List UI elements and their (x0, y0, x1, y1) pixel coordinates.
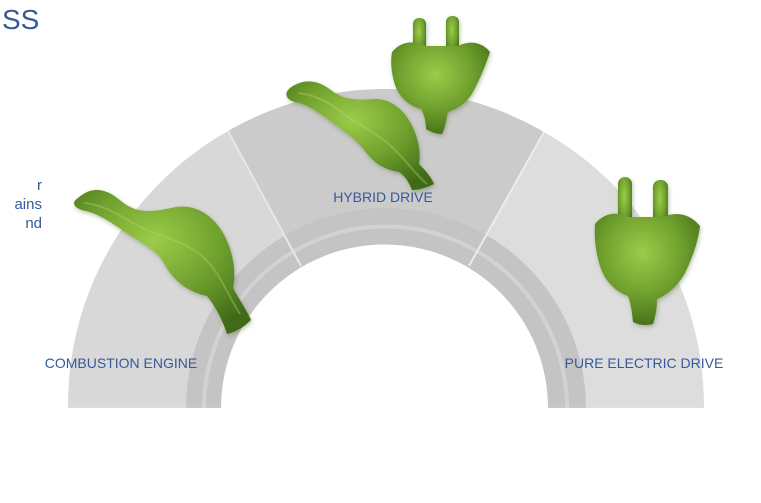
arc-divider-right (468, 131, 545, 267)
diagram-fade (0, 400, 761, 503)
intro-line-2: ains (14, 196, 42, 213)
hybrid-nozzle-foliage-icon (286, 81, 434, 190)
arc-segment-hybrid (228, 89, 544, 266)
page-heading-fragment: SS (2, 4, 40, 35)
hybrid-plug-foliage-icon (391, 16, 490, 135)
pure-electric-drive-label: PURE ELECTRIC DRIVE (564, 355, 724, 371)
hybrid-drive-label: HYBRID DRIVE (333, 189, 433, 205)
arc-segment-electric (469, 132, 705, 408)
intro-line-1: r (37, 177, 42, 194)
combustion-engine-label: COMBUSTION ENGINE (44, 355, 198, 371)
electric-plug-foliage-icon (594, 177, 700, 326)
intro-text-fragment: r ains nd (0, 176, 42, 233)
intro-line-3: nd (25, 215, 42, 232)
combustion-foliage-icon (74, 189, 251, 334)
arc-divider-left (227, 130, 302, 267)
